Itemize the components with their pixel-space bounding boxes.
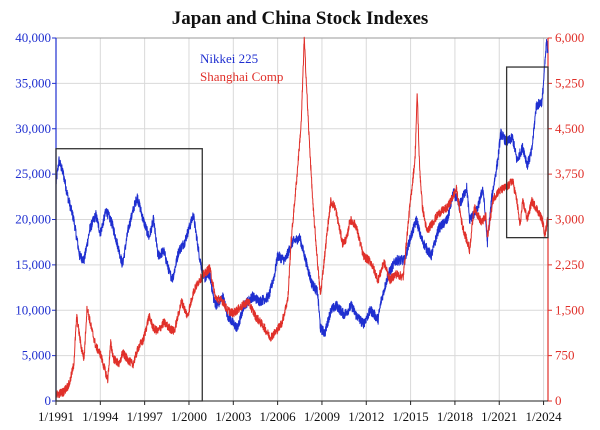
series-line-shanghai [55,36,549,399]
y-right-tick-label: 5,250 [555,75,584,90]
y-left-tick-label: 5,000 [22,348,51,363]
y-right-tick-label: 6,000 [555,30,584,45]
x-tick-label: 1/1994 [82,409,119,424]
series-line-nikkei [55,39,549,337]
y-right-tick-label: 3,000 [555,212,584,227]
y-left-tick-label: 25,000 [15,166,51,181]
y-right-axis: 0 750 1,500 2,250 3,000 3,750 4,500 5,250 6,000 [547,30,584,408]
x-axis: 1/1991 1/1994 1/1997 1/2000 1/2003 1/2006 1/20… [38,400,563,424]
x-tick-label: 1/2003 [215,409,251,424]
y-right-tick-label: 4,500 [555,121,584,136]
annotation-box-1 [55,148,203,402]
x-tick-label: 1/2006 [260,409,297,424]
legend-shanghai: Shanghai Comp [200,69,283,84]
x-tick-label: 1/2024 [526,409,563,424]
y-left-tick-label: 15,000 [15,257,51,272]
y-left-tick-label: 40,000 [15,30,51,45]
x-tick-label: 1/2018 [437,409,473,424]
y-left-tick-label: 10,000 [15,302,51,317]
y-left-tick-label: 35,000 [15,75,51,90]
x-tick-label: 1/2009 [304,409,340,424]
x-tick-label: 1/2015 [393,409,429,424]
annotations [55,66,549,402]
y-right-tick-label: 3,750 [555,166,584,181]
x-tick-label: 1/1991 [38,409,74,424]
x-tick-label: 1/1997 [127,409,164,424]
y-left-tick-label: 20,000 [15,212,51,227]
chart-title: Japan and China Stock Indexes [172,8,429,29]
legend: Nikkei 225 Shanghai Comp [200,51,283,84]
x-tick-label: 1/2000 [171,409,207,424]
y-left-tick-label: 30,000 [15,121,51,136]
y-right-tick-label: 2,250 [555,257,584,272]
annotation-box-2 [505,66,549,239]
x-tick-label: 1/2012 [348,409,384,424]
legend-nikkei: Nikkei 225 [200,51,258,66]
y-right-tick-label: 1,500 [555,302,584,317]
series-layer [55,36,549,399]
y-left-axis: 0 5,000 10,000 15,000 20,000 25,000 30,000 35,0… [15,30,57,408]
y-right-tick-label: 0 [555,393,562,408]
y-right-tick-label: 750 [555,348,575,363]
y-left-tick-label: 0 [45,393,52,408]
x-tick-label: 1/2021 [481,409,517,424]
grid [55,37,548,402]
